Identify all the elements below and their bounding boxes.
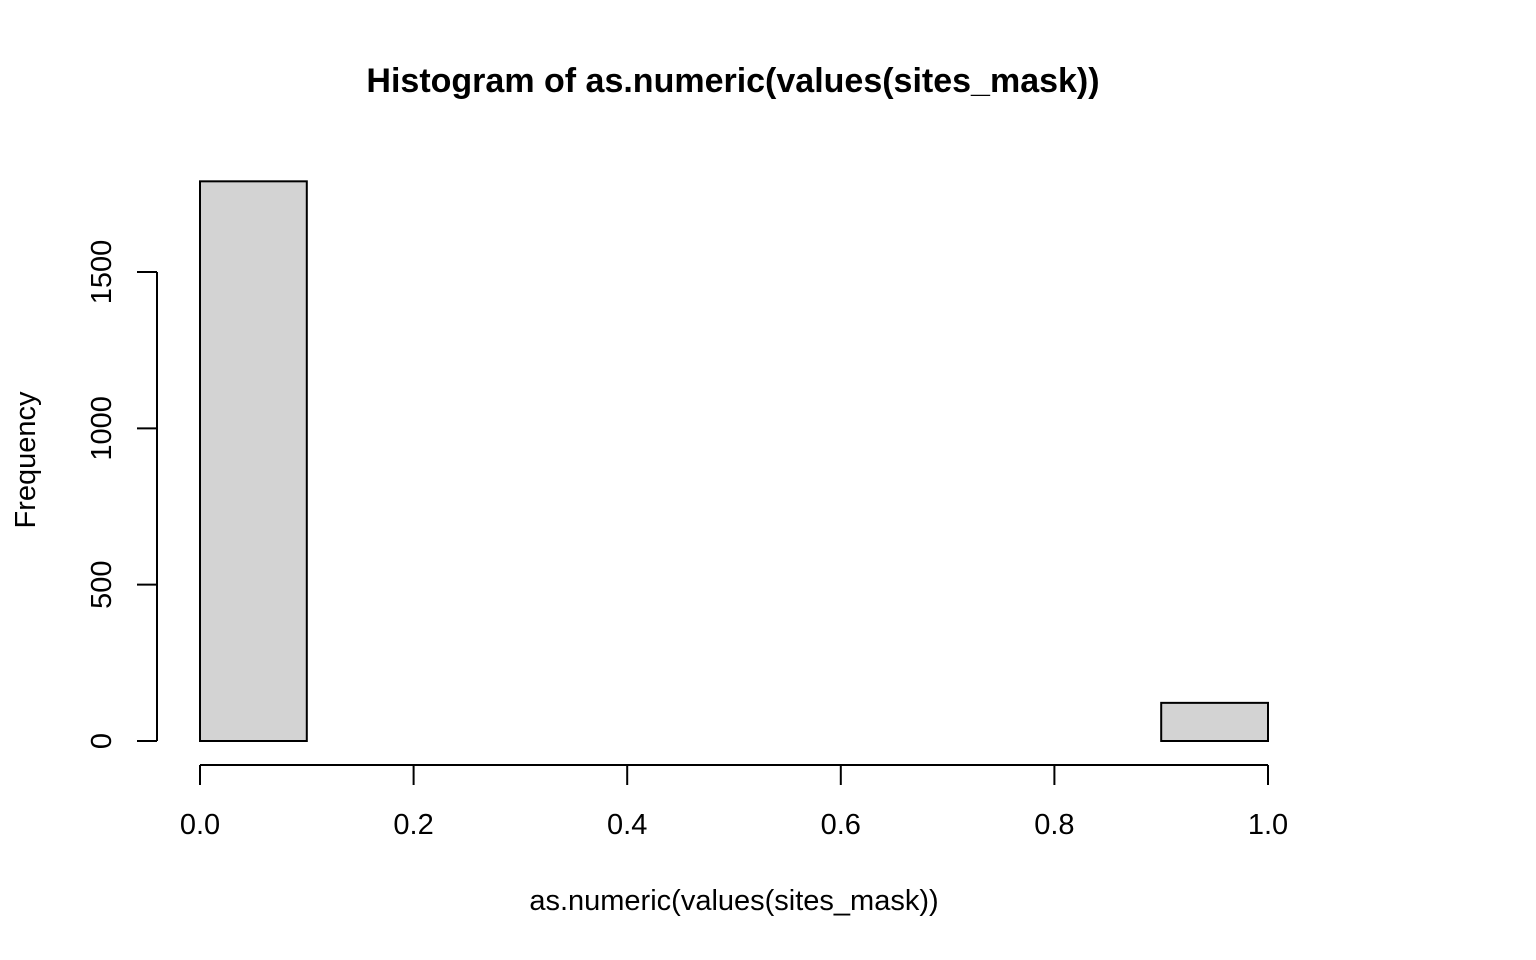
x-tick-label-4: 0.8	[1034, 809, 1074, 841]
histogram-bar-9	[1160, 701, 1269, 743]
y-ticks-group: 0 500 1000 1500	[86, 240, 157, 749]
y-tick-label-0: 0	[86, 733, 118, 749]
x-axis: 0.0 0.2 0.4 0.6 0.8 1.0	[180, 764, 1288, 841]
x-tick-label-2: 0.4	[607, 809, 647, 841]
x-ticks-group: 0.0 0.2 0.4 0.6 0.8 1.0	[180, 765, 1288, 841]
x-tick-label-1: 0.2	[393, 809, 433, 841]
chart-title: Histogram of as.numeric(values(sites_mas…	[366, 62, 1099, 100]
x-tick-label-5: 1.0	[1248, 809, 1288, 841]
y-tick-label-1: 500	[86, 560, 118, 608]
x-tick-label-0: 0.0	[180, 809, 220, 841]
x-axis-label: as.numeric(values(sites_mask))	[529, 885, 938, 917]
y-axis: 0 500 1000 1500	[86, 240, 158, 749]
bars-group	[199, 180, 1269, 743]
y-tick-label-2: 1000	[86, 396, 118, 461]
y-axis-label: Frequency	[10, 391, 42, 529]
x-tick-label-3: 0.6	[821, 809, 861, 841]
histogram-bar-0	[199, 180, 308, 742]
y-tick-label-3: 1500	[86, 240, 118, 305]
